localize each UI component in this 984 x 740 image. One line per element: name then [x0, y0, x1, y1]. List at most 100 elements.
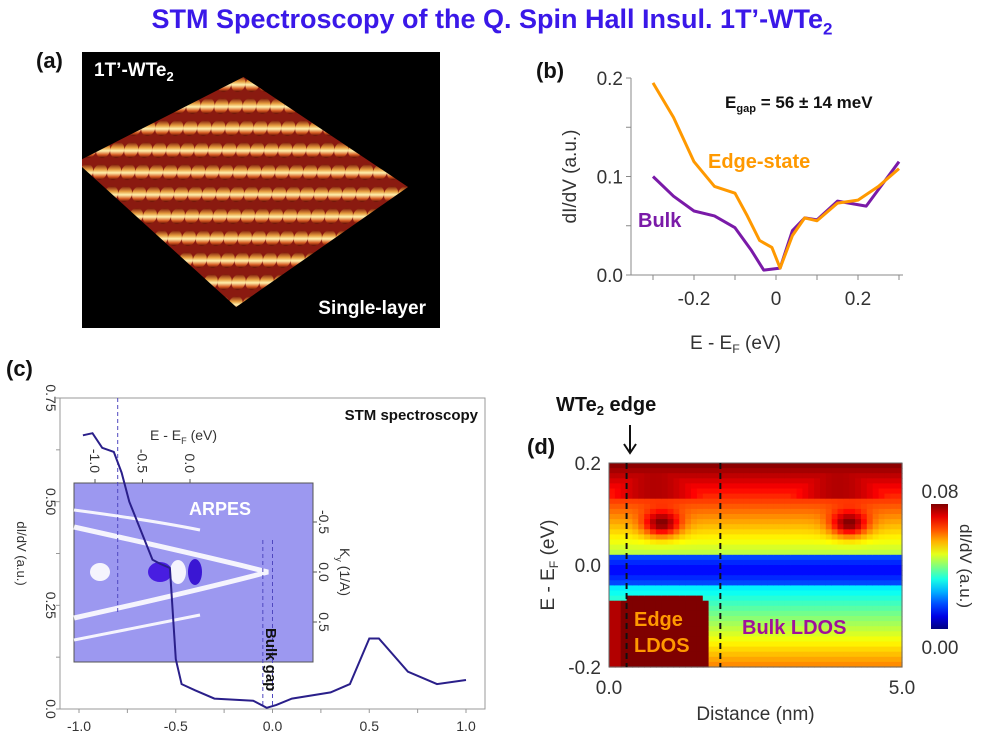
- surface-polygon: [82, 77, 409, 307]
- heatmap-cell: [720, 508, 727, 515]
- heatmap-cell: [644, 590, 651, 597]
- heatmap-cell: [661, 661, 669, 668]
- heatmap-cell: [609, 616, 616, 622]
- heatmap-cell: [661, 600, 669, 607]
- heatmap-cell: [702, 621, 710, 627]
- heatmap-cell: [896, 600, 903, 607]
- heatmap-cell: [655, 524, 663, 530]
- heatmap-cell: [650, 559, 657, 566]
- heatmap-cell: [778, 488, 786, 495]
- heatmap-cell: [837, 621, 844, 627]
- inset-y-tick-label: -0.5: [316, 510, 332, 534]
- heatmap-cell: [609, 503, 616, 510]
- heatmap-cell: [784, 468, 792, 474]
- heatmap-cell: [849, 616, 856, 622]
- heatmap-cell: [737, 539, 745, 546]
- heatmap-cell: [732, 646, 739, 653]
- heatmap-cell: [890, 626, 897, 632]
- heatmap-cell: [708, 600, 716, 607]
- heatmap-cell: [855, 616, 862, 622]
- heatmap-cell: [626, 570, 634, 576]
- heatmap-cell: [702, 524, 710, 530]
- heatmap-cell: [667, 585, 675, 592]
- heatmap-cell: [679, 580, 686, 586]
- heatmap-cell: [749, 478, 757, 484]
- stm-topography-image: 1T’-WTe2 Single-layer: [82, 52, 440, 328]
- heatmap-cell: [896, 503, 903, 510]
- heatmap-cell: [820, 636, 827, 643]
- heatmap-cell: [790, 503, 798, 510]
- heatmap-cell: [884, 636, 891, 643]
- heatmap-cell: [784, 661, 792, 668]
- heatmap-cell: [732, 529, 739, 535]
- heatmap-cell: [778, 646, 786, 653]
- heatmap-cell: [784, 524, 792, 530]
- heatmap-cell: [743, 605, 751, 612]
- heatmap-cell: [702, 590, 710, 597]
- heatmap-cell: [609, 641, 616, 648]
- heatmap-cell: [655, 661, 663, 668]
- heatmap-cell: [749, 641, 757, 648]
- heatmap-cell: [790, 585, 798, 592]
- heatmap-cell: [685, 570, 692, 576]
- heatmap-cell: [737, 605, 745, 612]
- heatmap-cell: [896, 524, 903, 530]
- heatmap-cell: [866, 641, 874, 648]
- heatmap-cell: [849, 575, 856, 581]
- heatmap-cell: [761, 549, 768, 556]
- heatmap-cell: [784, 529, 792, 535]
- heatmap-cell: [878, 508, 886, 515]
- heatmap-cell: [667, 565, 675, 571]
- heatmap-cell: [773, 473, 780, 479]
- heatmap-cell: [737, 616, 745, 622]
- heatmap-cell: [843, 656, 850, 663]
- heatmap-cell: [614, 529, 622, 535]
- heatmap-cell: [796, 565, 803, 571]
- heatmap-cell: [661, 473, 669, 479]
- heatmap-cell: [896, 595, 903, 602]
- heatmap-cell: [702, 595, 710, 602]
- heatmap-cell: [702, 610, 710, 617]
- heatmap-cell: [685, 656, 692, 663]
- heatmap-cell: [802, 636, 809, 643]
- heatmap-cell: [861, 646, 868, 653]
- heatmap-cell: [878, 580, 886, 586]
- heatmap-cell: [831, 544, 839, 551]
- heatmap-cell: [820, 468, 827, 474]
- heatmap-cell: [778, 493, 786, 500]
- heatmap-cell: [866, 605, 874, 612]
- heatmap-cell: [726, 590, 733, 597]
- heatmap-cell: [708, 519, 716, 525]
- heatmap-cell: [667, 554, 675, 561]
- heatmap-cell: [626, 478, 634, 484]
- heatmap-cell: [702, 565, 710, 571]
- heatmap-cell: [696, 534, 704, 541]
- heatmap-cell: [843, 595, 850, 602]
- heatmap-cell: [708, 468, 716, 474]
- heatmap-cell: [878, 610, 886, 617]
- heatmap-cell: [849, 661, 856, 668]
- heatmap-cell: [673, 534, 680, 541]
- heatmap-cell: [890, 595, 897, 602]
- heatmap-cell: [790, 631, 798, 637]
- heatmap-cell: [778, 575, 786, 581]
- heatmap-cell: [737, 600, 745, 607]
- heatmap-cell: [755, 656, 762, 663]
- heatmap-cell: [708, 575, 716, 581]
- heatmap-cell: [767, 626, 774, 632]
- heatmap-cell: [773, 488, 780, 495]
- heatmap-cell: [837, 544, 844, 551]
- heatmap-cell: [890, 651, 897, 658]
- heatmap-cell: [761, 519, 768, 525]
- heatmap-cell: [720, 488, 727, 495]
- heatmap-cell: [790, 621, 798, 627]
- heatmap-cell: [655, 610, 663, 617]
- heatmap-cell: [861, 549, 868, 556]
- heatmap-cell: [626, 508, 634, 515]
- heatmap-cell: [872, 534, 880, 541]
- heatmap-cell: [714, 493, 721, 500]
- heatmap-cell: [767, 478, 774, 484]
- heatmap-cell: [790, 626, 798, 632]
- heatmap-cell: [614, 514, 622, 520]
- heatmap-cell: [767, 559, 774, 566]
